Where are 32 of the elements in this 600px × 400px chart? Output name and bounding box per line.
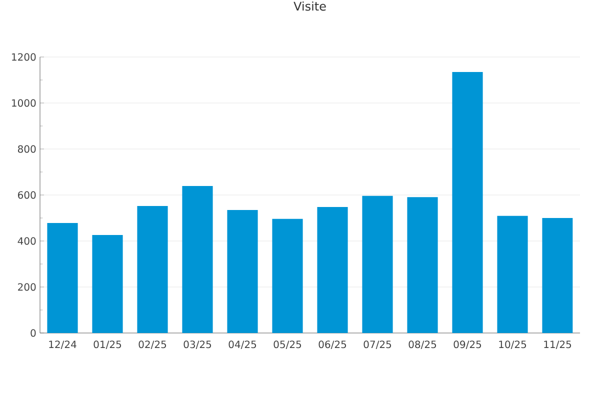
y-tick-label: 600 (18, 191, 36, 199)
x-tick-label: 04/25 (228, 340, 256, 349)
bar (497, 216, 528, 333)
x-tick-label: 01/25 (94, 340, 122, 349)
x-tick-label: 07/25 (364, 340, 392, 349)
x-tick-label: 05/25 (274, 340, 302, 349)
bar (317, 206, 348, 333)
y-tick-label: 200 (18, 283, 36, 291)
x-tick-label: 10/25 (499, 340, 526, 349)
x-tick-label: 02/25 (138, 340, 166, 349)
bar (407, 197, 438, 333)
x-tick-label: 03/25 (184, 340, 212, 349)
bar (182, 186, 213, 333)
bar (47, 223, 78, 333)
bar (137, 206, 168, 333)
y-tick-label: 1200 (12, 53, 36, 61)
x-tick-label: 12/24 (49, 340, 76, 349)
bar (92, 235, 123, 333)
bar (362, 196, 393, 333)
bar (542, 218, 573, 333)
bar (452, 72, 483, 333)
bar (227, 210, 258, 333)
chart-title: Visite (294, 1, 326, 11)
y-tick-label: 1000 (12, 99, 36, 107)
bar (272, 218, 303, 333)
x-tick-label: 06/25 (318, 340, 346, 349)
y-tick-label: 800 (18, 145, 36, 153)
y-tick-label: 0 (30, 329, 36, 337)
x-tick-label: 08/25 (408, 340, 436, 349)
x-tick-label: 11/25 (544, 340, 572, 349)
y-tick-label: 400 (18, 237, 36, 245)
x-tick-label: 09/25 (454, 340, 482, 349)
